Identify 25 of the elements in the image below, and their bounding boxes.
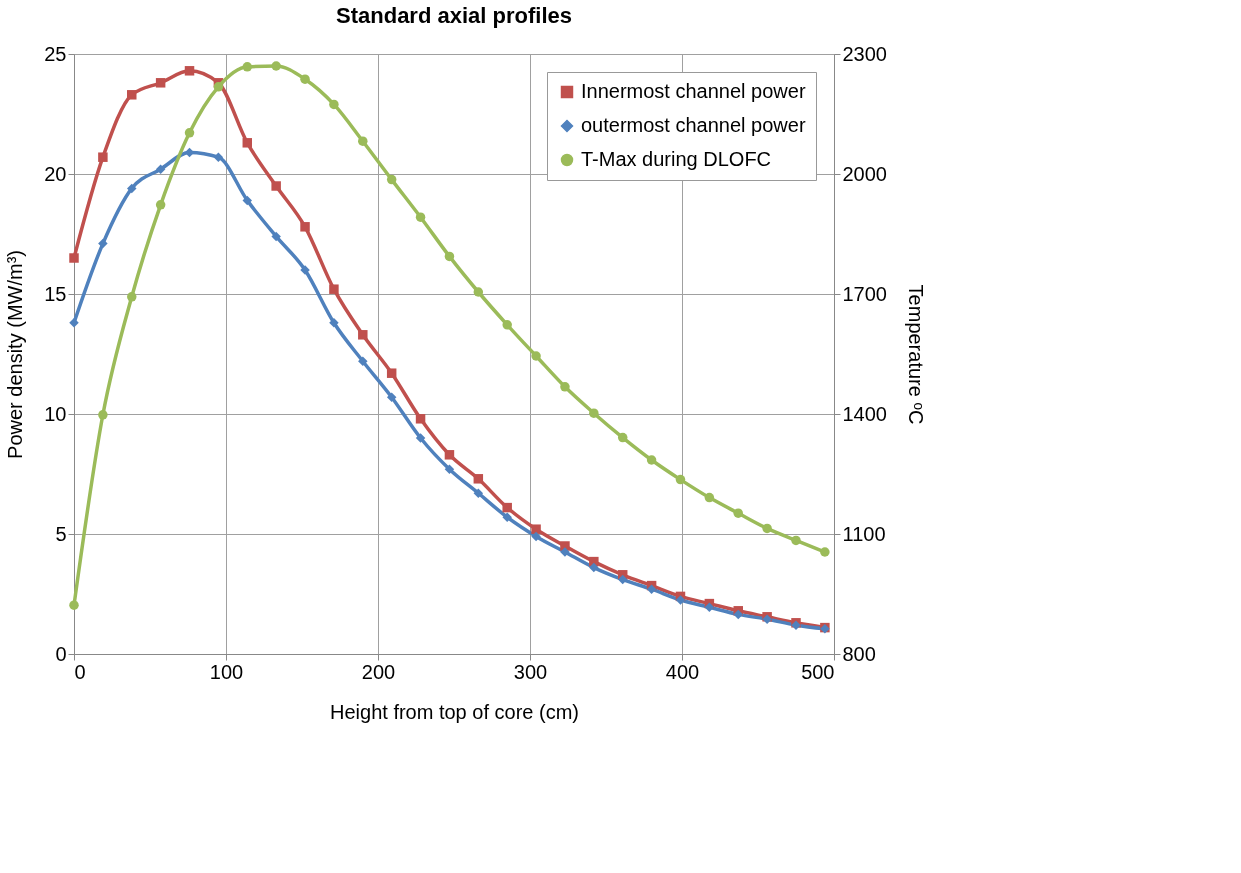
legend-label: Innermost channel power xyxy=(581,80,806,102)
y-tick-label: 5 xyxy=(55,522,67,545)
y2-tick-label: 1100 xyxy=(842,522,886,545)
y2-axis-title: Temperature ᵒC xyxy=(904,284,927,425)
x-tick-label: 400 xyxy=(665,660,700,683)
legend-label: T-Max during DLOFC xyxy=(581,148,772,170)
x-tick-label: 200 xyxy=(361,660,396,683)
x-tick-label: 300 xyxy=(513,660,548,683)
x-axis-title: Height from top of core (cm) xyxy=(330,700,579,723)
y2-tick-label: 1400 xyxy=(842,402,887,425)
y-tick-label: 25 xyxy=(44,42,67,65)
y2-tick-label: 1700 xyxy=(842,282,887,305)
legend-label: outermost channel power xyxy=(581,114,806,136)
x-tick-label: 100 xyxy=(209,660,244,683)
y-tick-label: 20 xyxy=(44,162,67,185)
y-axis-title: Power density (MW/m³) xyxy=(4,250,27,459)
y-tick-label: 10 xyxy=(44,402,67,425)
y2-tick-label: 2300 xyxy=(842,42,887,65)
y2-tick-label: 800 xyxy=(842,642,876,665)
y-tick-label: 15 xyxy=(44,282,67,305)
y2-tick-label: 2000 xyxy=(842,162,887,185)
x-tick-label: 0 xyxy=(74,660,86,683)
x-tick-label: 500 xyxy=(801,660,835,683)
y-tick-label: 0 xyxy=(55,642,67,665)
chart-title: Standard axial profiles xyxy=(336,3,572,28)
